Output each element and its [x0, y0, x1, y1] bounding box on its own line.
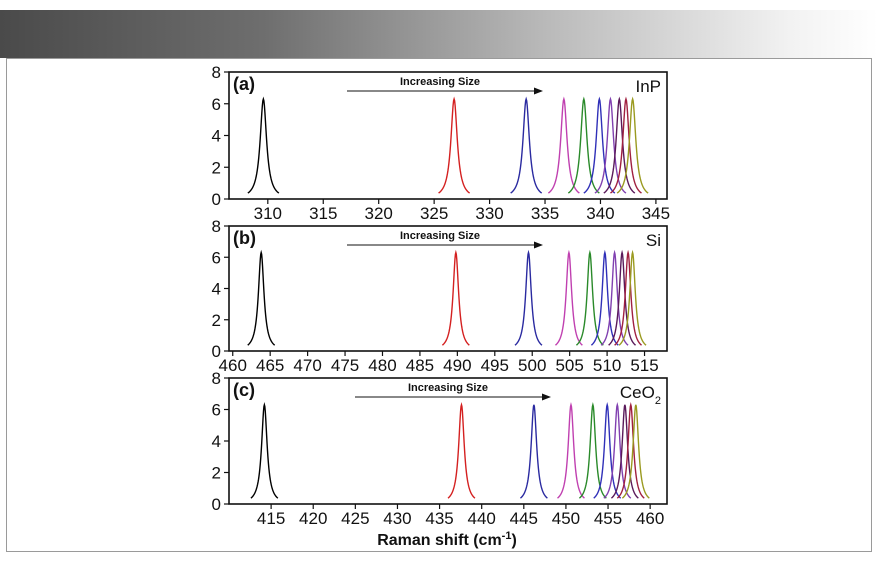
panel-a-peak [610, 96, 642, 194]
panel-c-peak [447, 401, 476, 499]
panel-c-y-tick-label: 0 [212, 495, 221, 514]
panel-b-x-tick-label: 470 [293, 356, 321, 375]
panel-b-x-tick-label: 475 [331, 356, 359, 375]
panel-b-peak [514, 249, 543, 346]
panel-a-x-tick-label: 310 [254, 204, 282, 223]
panel-a-x-tick-label: 320 [365, 204, 393, 223]
panel-b-x-tick-label: 485 [406, 356, 434, 375]
panel-a-material: InP [635, 77, 661, 96]
panel-a-peak [510, 96, 543, 194]
panel-b-peak [554, 249, 583, 346]
panel-b-x-tick-label: 510 [593, 356, 621, 375]
panel-c-peak [621, 404, 650, 499]
panel-b-y-tick-label: 0 [212, 342, 221, 361]
panel-c-x-tick-label: 425 [341, 509, 369, 528]
panel-c-x-tick-label: 415 [257, 509, 285, 528]
panel-b-peak [575, 249, 604, 346]
panel-a-peak [616, 96, 649, 194]
panel-b-x-tick-label: 495 [481, 356, 509, 375]
panel-b-x-tick-label: 465 [256, 356, 284, 375]
panel-a-y-tick-label: 6 [212, 95, 221, 114]
panel-b-peak [590, 249, 619, 346]
panel-c-y-tick-label: 8 [212, 369, 221, 388]
panel-c-peak [578, 401, 607, 499]
panel-c-annotation: Increasing Size [408, 382, 488, 394]
panel-b-peak [614, 249, 642, 346]
panel-a-x-tick-label: 315 [309, 204, 337, 223]
panel-a-peak [247, 96, 280, 194]
panel-a-annotation: Increasing Size [400, 76, 480, 88]
panel-c-peak [557, 401, 585, 499]
panel-b-peak [618, 249, 647, 346]
panel-a-peak [547, 96, 580, 194]
panel-c-material: CeO2 [620, 383, 661, 407]
panel-a-peak [603, 96, 636, 194]
panel-c-label: (c) [233, 380, 255, 400]
panel-a-x-tick-label: 325 [420, 204, 448, 223]
panel-a-x-tick-label: 330 [475, 204, 503, 223]
panel-a-x-tick-label: 340 [586, 204, 614, 223]
panel-b-label: (b) [233, 228, 256, 248]
panel-c-x-tick-label: 445 [510, 509, 538, 528]
panel-b-x-tick-label: 490 [443, 356, 471, 375]
panel-a-peak [438, 96, 471, 194]
panel-c-peak [250, 401, 279, 499]
panel-b-x-tick-label: 500 [518, 356, 546, 375]
panel-b-y-tick-label: 6 [212, 248, 221, 267]
x-axis-label: Raman shift (cm-1) [377, 530, 517, 549]
panel-b-arrow-head [534, 241, 543, 249]
panel-b-annotation: Increasing Size [400, 230, 480, 242]
panel-c-peak [610, 404, 639, 499]
panel-a-x-tick-label: 345 [642, 204, 670, 223]
panel-a-y-tick-label: 8 [212, 63, 221, 82]
panel-b-y-tick-label: 2 [212, 311, 221, 330]
panel-c-x-tick-label: 430 [383, 509, 411, 528]
panel-a-x-tick-label: 335 [531, 204, 559, 223]
panel-b-peak [441, 249, 470, 346]
panel-c-x-tick-label: 450 [552, 509, 580, 528]
panel-c-y-tick-label: 6 [212, 401, 221, 420]
panel-b-peak [247, 249, 276, 346]
panel-b-material: Si [646, 231, 661, 250]
panel-c-x-tick-label: 435 [425, 509, 453, 528]
panel-c-x-tick-label: 440 [468, 509, 496, 528]
panel-b-y-tick-label: 8 [212, 217, 221, 236]
panel-c-y-tick-label: 2 [212, 464, 221, 483]
panel-a-label: (a) [233, 74, 255, 94]
panel-c-arrow-head [542, 393, 551, 401]
panel-c-x-tick-label: 460 [636, 509, 664, 528]
panel-c-peak [616, 401, 645, 499]
panel-c-y-tick-label: 4 [212, 432, 221, 451]
panel-a-y-tick-label: 2 [212, 158, 221, 177]
panel-c-peak [519, 404, 548, 499]
panel-a-y-tick-label: 0 [212, 190, 221, 209]
panel-b-x-tick-label: 460 [219, 356, 247, 375]
panel-b-x-tick-label: 505 [555, 356, 583, 375]
panel-a-peak [583, 96, 616, 194]
panel-a-arrow-head [534, 87, 543, 95]
figure-frame [6, 58, 872, 552]
panel-a-peak [594, 96, 627, 194]
panel-b-x-tick-label: 515 [630, 356, 658, 375]
panel-b-peak [608, 249, 637, 346]
panel-a-y-tick-label: 4 [212, 127, 221, 146]
panel-c-x-tick-label: 420 [299, 509, 327, 528]
panel-a-peak [567, 96, 600, 194]
panel-c-x-tick-label: 455 [594, 509, 622, 528]
panel-b-y-tick-label: 4 [212, 280, 221, 299]
header-banner [0, 10, 878, 58]
panel-b-x-tick-label: 480 [368, 356, 396, 375]
